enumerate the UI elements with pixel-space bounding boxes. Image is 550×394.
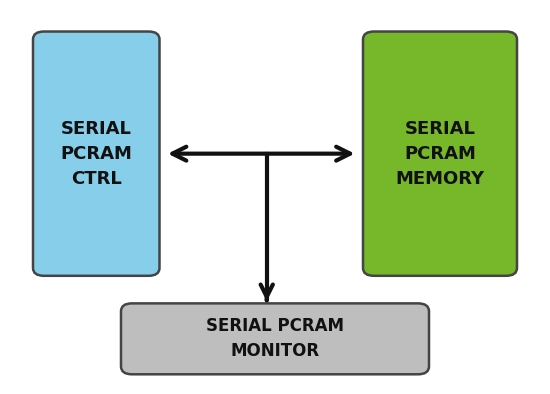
Text: SERIAL
PCRAM
MEMORY: SERIAL PCRAM MEMORY: [395, 120, 485, 188]
FancyBboxPatch shape: [363, 32, 517, 276]
Text: SERIAL PCRAM
MONITOR: SERIAL PCRAM MONITOR: [206, 317, 344, 361]
FancyBboxPatch shape: [33, 32, 160, 276]
Text: SERIAL
PCRAM
CTRL: SERIAL PCRAM CTRL: [60, 120, 132, 188]
FancyBboxPatch shape: [121, 303, 429, 374]
